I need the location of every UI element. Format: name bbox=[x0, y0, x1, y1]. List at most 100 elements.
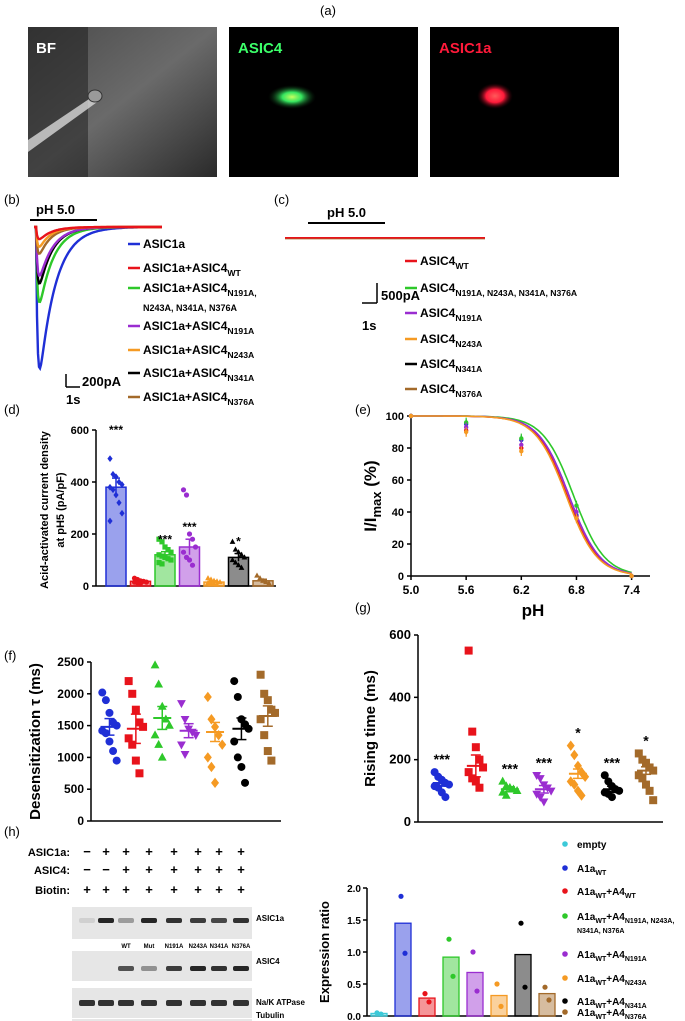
legend-c-item-4: ASIC4N341A bbox=[420, 357, 482, 374]
d-point-2-4 bbox=[168, 549, 174, 555]
e-point-4-4 bbox=[629, 573, 634, 579]
legend-b-item-4-base: ASIC1a+ASIC4 bbox=[143, 343, 228, 357]
blot-band-asic4-6 bbox=[211, 966, 227, 971]
blot-sign-2-5: + bbox=[194, 882, 202, 897]
blot-sign-1-7: + bbox=[237, 862, 245, 877]
chart-g-sig-2: *** bbox=[502, 760, 519, 776]
legend-b-item-3-sub: N191A bbox=[227, 326, 254, 336]
chart-f-point-2-0 bbox=[150, 660, 160, 669]
d-point-5-3 bbox=[238, 551, 245, 557]
d-sig-3: *** bbox=[182, 520, 196, 534]
legend-h-dot-1 bbox=[562, 865, 568, 871]
legend-c-item-1-base: ASIC4 bbox=[420, 281, 456, 295]
blot-sign-2-3: + bbox=[145, 882, 153, 897]
chart-f-ytick-label-2: 1000 bbox=[57, 750, 84, 764]
chart-f-point-1-1 bbox=[128, 689, 137, 698]
blot-band-asic1a-0 bbox=[79, 918, 95, 923]
chart-g-ytick-label-0: 0 bbox=[404, 814, 411, 829]
blot-sign-2-4: + bbox=[170, 882, 178, 897]
d-point-3-1 bbox=[183, 492, 190, 498]
legend-h-sub2-6: N341A bbox=[625, 1003, 647, 1010]
legend-c-item-1: ASIC4N191A, N243A, N341A, N376A bbox=[420, 281, 577, 298]
legend-b-item-6-base: ASIC1a+ASIC4 bbox=[143, 390, 228, 404]
legend-c-item-3-base: ASIC4 bbox=[420, 332, 456, 346]
blot-sign-0-1: + bbox=[102, 844, 110, 859]
blot-sign-0-4: + bbox=[170, 844, 178, 859]
blot-sign-1-2: + bbox=[122, 862, 130, 877]
blot-lane-label-2: N191A bbox=[165, 944, 184, 950]
chart-g-point-0-8 bbox=[441, 793, 450, 802]
blot-strip-3 bbox=[72, 1019, 252, 1021]
legend-h-sub2-7: N376A bbox=[625, 1014, 647, 1021]
h-point-5-0 bbox=[494, 981, 500, 987]
d-point-5-7 bbox=[235, 562, 242, 568]
blot-band-asic1a-4 bbox=[166, 918, 182, 923]
h-ylabel: Expression ratio bbox=[317, 901, 332, 1003]
chart-f-point-0-6 bbox=[101, 729, 110, 738]
chart-f-point-2-6 bbox=[154, 739, 164, 748]
chart-g-point-4-0 bbox=[566, 740, 575, 751]
d-point-0-4 bbox=[119, 481, 125, 488]
d-point-3-3 bbox=[189, 536, 196, 542]
scalebar-c: 500pA 1s bbox=[362, 283, 421, 333]
legend-b-item-5: ASIC1a+ASIC4N341A bbox=[143, 366, 254, 383]
blot-band-asic4-2 bbox=[118, 966, 134, 971]
legend-b-item-0: ASIC1a bbox=[143, 237, 185, 251]
legend-h-base-7: A1a bbox=[577, 1008, 596, 1019]
d-sig-0: *** bbox=[109, 423, 123, 437]
micrograph-asic4: ASIC4 bbox=[229, 27, 418, 177]
blot-sign-2-1: + bbox=[102, 882, 110, 897]
chart-g-sig-3: *** bbox=[536, 754, 553, 770]
h-point-4-0 bbox=[470, 949, 476, 955]
d-point-2-2 bbox=[162, 544, 168, 550]
legend-c-item-4-sub: N341A bbox=[455, 364, 482, 374]
chart-f-point-4-4 bbox=[218, 739, 227, 750]
chart-g-point-3-1 bbox=[535, 775, 545, 784]
chart-f-point-0-2 bbox=[105, 708, 114, 717]
current-traces-b bbox=[34, 225, 162, 372]
chart-h: 0.0 0.5 1.0 1.5 2.0 Expression ratio bbox=[317, 884, 562, 1021]
chart-f-point-2-5 bbox=[150, 730, 160, 739]
blot-band-asic4-4 bbox=[166, 966, 182, 971]
d-point-0-9 bbox=[119, 509, 125, 517]
blot-lane-label-5: N376A bbox=[232, 944, 251, 950]
legend-h-sub-3: WT bbox=[595, 918, 607, 925]
d-point-0-10 bbox=[107, 517, 113, 525]
image-label-asic4: ASIC4 bbox=[238, 40, 283, 57]
legend-h-dot-4 bbox=[562, 951, 568, 957]
e-ytick-label-5: 100 bbox=[386, 411, 404, 423]
h-point-2-0 bbox=[422, 991, 428, 997]
chart-f-point-1-7 bbox=[131, 756, 140, 765]
legend-c-item-0: ASIC4WT bbox=[420, 254, 469, 271]
h-bar-1 bbox=[394, 922, 412, 1017]
scale-x-c: 1s bbox=[362, 318, 376, 333]
chart-g-sig-5: *** bbox=[604, 754, 621, 770]
h-point-3-1 bbox=[450, 973, 456, 979]
d-point-2-1 bbox=[159, 539, 165, 545]
h-point-3-0 bbox=[446, 936, 452, 942]
blot-band-natpase-1 bbox=[98, 1000, 114, 1006]
chart-g-point-4-5 bbox=[566, 776, 575, 787]
d-ylabel2: at pH5 (pA/pF) bbox=[55, 472, 67, 547]
chart-f-point-1-2 bbox=[131, 705, 140, 714]
legend-h-item-4: A1aWT+A4N191A bbox=[577, 950, 647, 963]
chart-g-point-4-8 bbox=[577, 790, 586, 801]
d-point-2-8 bbox=[165, 556, 171, 562]
legend-h-sub2-3: N191A, N243A, bbox=[625, 918, 674, 925]
chart-g-point-5-7 bbox=[607, 793, 616, 802]
blot-band-natpase-6 bbox=[211, 1000, 227, 1006]
chart-g-point-1-3 bbox=[475, 755, 484, 764]
blot-lane-label-4: N341A bbox=[210, 944, 229, 950]
h-point-1-0 bbox=[398, 893, 404, 899]
h-bar-7 bbox=[538, 992, 556, 1017]
chart-f-point-5-8 bbox=[241, 778, 250, 787]
chart-f-point-5-5 bbox=[230, 737, 239, 746]
legend-h-dot-5 bbox=[562, 975, 568, 981]
blot-sign-0-3: + bbox=[145, 844, 153, 859]
legend-b-item-6-sub: N376A bbox=[227, 397, 254, 407]
d-point-3-0 bbox=[180, 487, 187, 493]
blot-sign-2-6: + bbox=[215, 882, 223, 897]
chart-f-point-2-7 bbox=[157, 752, 167, 761]
